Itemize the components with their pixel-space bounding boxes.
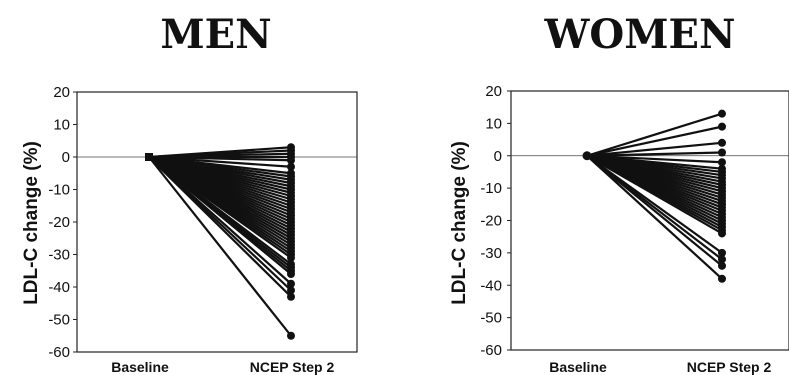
men-y-tick-label: 0 bbox=[62, 149, 70, 166]
women-y-tick-label: 20 bbox=[485, 83, 502, 100]
women-step2-point bbox=[718, 149, 726, 157]
women-x-label-step2: NCEP Step 2 bbox=[687, 359, 772, 375]
women-panel: WOMEN LDL-C change (%) 20 10 0 -10 -20 -30 -40… bbox=[449, 11, 789, 375]
women-baseline-point bbox=[583, 151, 592, 160]
women-y-tick-label: -10 bbox=[480, 180, 502, 197]
men-y-tick-label: -30 bbox=[48, 247, 70, 264]
men-panel: MEN LDL-C change (%) 20 10 0 -10 -20 -30 -40 -5… bbox=[21, 11, 357, 375]
men-baseline-point bbox=[145, 153, 153, 161]
women-x-label-baseline: Baseline bbox=[549, 359, 607, 375]
men-series-lines bbox=[149, 147, 291, 336]
women-y-tick-label: 10 bbox=[485, 115, 502, 132]
women-y-axis-label: LDL-C change (%) bbox=[449, 141, 470, 305]
women-step2-point bbox=[718, 139, 726, 147]
men-y-axis-label: LDL-C change (%) bbox=[21, 141, 42, 305]
men-y-tick-label: -40 bbox=[48, 279, 70, 296]
women-y-ticks: 20 10 0 -10 -20 -30 -40 -50 -60 bbox=[480, 83, 511, 359]
men-y-tick-label: -20 bbox=[48, 214, 70, 231]
women-step2-point bbox=[718, 110, 726, 118]
women-subject-line bbox=[587, 127, 722, 156]
men-step2-point bbox=[287, 293, 295, 301]
men-y-tick-label: 20 bbox=[53, 84, 70, 101]
women-plot-frame bbox=[511, 91, 789, 350]
women-title: WOMEN bbox=[543, 11, 735, 58]
men-y-tick-label: -10 bbox=[48, 182, 70, 199]
women-plot-area bbox=[511, 91, 789, 350]
men-step2-point bbox=[287, 270, 295, 278]
women-y-tick-label: 0 bbox=[494, 148, 502, 165]
women-step2-point bbox=[718, 229, 726, 237]
women-step2-point bbox=[718, 123, 726, 131]
women-y-tick-label: -60 bbox=[480, 342, 502, 359]
women-series-lines bbox=[587, 114, 722, 279]
men-title: MEN bbox=[160, 11, 271, 58]
men-y-tick-label: -60 bbox=[48, 344, 70, 361]
women-y-tick-label: -20 bbox=[480, 213, 502, 230]
men-x-label-step2: NCEP Step 2 bbox=[250, 359, 335, 375]
women-y-tick-label: -30 bbox=[480, 245, 502, 262]
women-step2-point bbox=[718, 275, 726, 283]
men-step2-point bbox=[287, 332, 295, 340]
men-y-ticks: 20 10 0 -10 -20 -30 -40 -50 -60 bbox=[48, 84, 77, 361]
women-step2-point bbox=[718, 262, 726, 270]
men-y-tick-label: 10 bbox=[53, 117, 70, 134]
men-y-tick-label: -50 bbox=[48, 312, 70, 329]
men-x-label-baseline: Baseline bbox=[111, 359, 169, 375]
women-y-tick-label: -50 bbox=[480, 310, 502, 327]
women-y-tick-label: -40 bbox=[480, 277, 502, 294]
